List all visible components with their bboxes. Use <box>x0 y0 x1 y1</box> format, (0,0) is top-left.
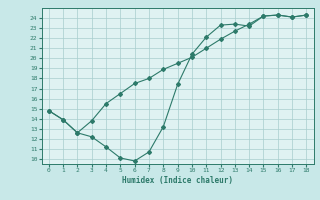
X-axis label: Humidex (Indice chaleur): Humidex (Indice chaleur) <box>122 176 233 185</box>
